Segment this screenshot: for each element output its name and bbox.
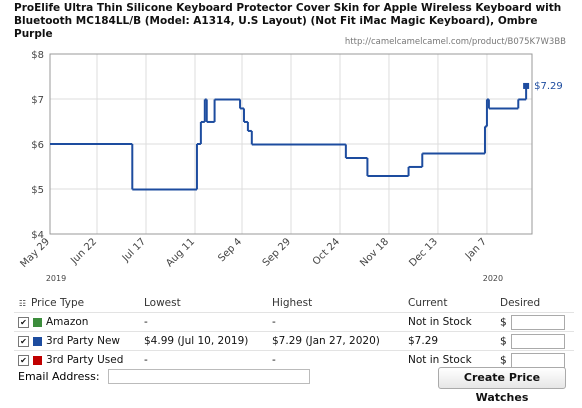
column-header: ☷ Price Type xyxy=(14,294,140,313)
header-text: Lowest xyxy=(144,297,181,309)
header-text: Current xyxy=(408,297,448,309)
header-text: Highest xyxy=(272,297,313,309)
product-title: ProElife Ultra Thin Silicone Keyboard Pr… xyxy=(14,2,562,40)
x-tick-label: Aug 11 xyxy=(164,236,197,269)
checkbox[interactable]: ✔ xyxy=(18,335,29,347)
current-cell: Not in Stock xyxy=(408,316,472,328)
price-row: ✔ 3rd Party Used - - Not in Stock $ xyxy=(14,350,574,370)
year-label: 2019 xyxy=(46,274,66,283)
price-table: ☷ Price Type Lowest Highest Current Desired ✔… xyxy=(14,294,574,369)
last-marker xyxy=(523,82,530,89)
icon: ☷ xyxy=(18,298,27,308)
type-cell: ✔ 3rd Party New xyxy=(14,332,140,351)
x-tick-label: Jan 7 xyxy=(463,236,489,262)
desired-cell: $ xyxy=(496,332,574,351)
price-row: ✔ Amazon - - Not in Stock $ xyxy=(14,312,574,332)
desired-prefix: $ xyxy=(500,316,507,328)
lowest-cell: - xyxy=(144,354,148,366)
lowest-cell: - xyxy=(144,316,148,328)
y-tick-label: $8 xyxy=(31,50,44,61)
header-text: Price Type xyxy=(31,297,85,309)
desired-input[interactable] xyxy=(510,314,565,330)
create-button[interactable]: Create Price Watches xyxy=(438,367,566,404)
desired-input[interactable] xyxy=(510,352,565,368)
x-tick-label: Oct 24 xyxy=(311,236,342,267)
x-tick-label: Nov 18 xyxy=(358,236,391,269)
price-row: ✔ 3rd Party New $4.99 (Jul 10, 2019) $7.29 … xyxy=(14,331,574,351)
x-tick-label: Dec 13 xyxy=(407,236,440,269)
checkbox[interactable]: ✔ xyxy=(18,316,29,328)
chart: http://camelcamelcamel.com/product/B075K… xyxy=(18,37,566,283)
type-cell: ✔ Amazon xyxy=(14,313,140,332)
color-swatch xyxy=(33,355,42,365)
y-tick-label: $4 xyxy=(31,230,44,241)
column-header: Lowest xyxy=(140,294,268,313)
desired-input[interactable] xyxy=(510,333,565,349)
desired-cell: $ xyxy=(496,313,574,332)
email-input[interactable] xyxy=(108,369,310,384)
color-swatch xyxy=(33,336,42,346)
color-swatch xyxy=(33,317,42,327)
x-tick-label: Sep 4 xyxy=(216,236,244,264)
highest-cell: - xyxy=(272,316,276,328)
type-cell: ✔ 3rd Party Used xyxy=(14,351,140,370)
current-cell: $7.29 xyxy=(408,335,439,347)
y-tick-label: $5 xyxy=(31,185,44,196)
last-value-label: $7.29 xyxy=(534,81,563,92)
column-header: Current xyxy=(404,294,496,313)
checkbox[interactable]: ✔ xyxy=(18,354,29,366)
email-label: Email Address: xyxy=(18,370,100,383)
y-tick-label: $6 xyxy=(31,140,44,151)
x-tick-label: Jun 22 xyxy=(68,236,99,267)
type-name: 3rd Party New xyxy=(46,335,120,347)
x-tick-label: Sep 29 xyxy=(261,236,293,268)
current-cell: Not in Stock xyxy=(408,354,472,366)
column-header: Highest xyxy=(268,294,404,313)
header-row: ☷ Price Type Lowest Highest Current Desired xyxy=(14,294,574,313)
type-name: 3rd Party Used xyxy=(46,354,124,366)
x-tick-label: May 29 xyxy=(18,236,52,270)
lowest-cell: $4.99 (Jul 10, 2019) xyxy=(144,335,249,347)
highest-cell: $7.29 (Jan 27, 2020) xyxy=(272,335,380,347)
header-text: Desired xyxy=(500,297,541,309)
year-label: 2020 xyxy=(483,274,503,283)
source-url: http://camelcamelcamel.com/product/B075K… xyxy=(345,37,566,47)
desired-prefix: $ xyxy=(500,335,507,347)
y-tick-label: $7 xyxy=(31,95,44,106)
desired-prefix: $ xyxy=(500,354,507,366)
column-header: Desired xyxy=(496,294,574,313)
x-tick-label: Jul 17 xyxy=(120,236,148,264)
type-name: Amazon xyxy=(46,316,89,328)
highest-cell: - xyxy=(272,354,276,366)
